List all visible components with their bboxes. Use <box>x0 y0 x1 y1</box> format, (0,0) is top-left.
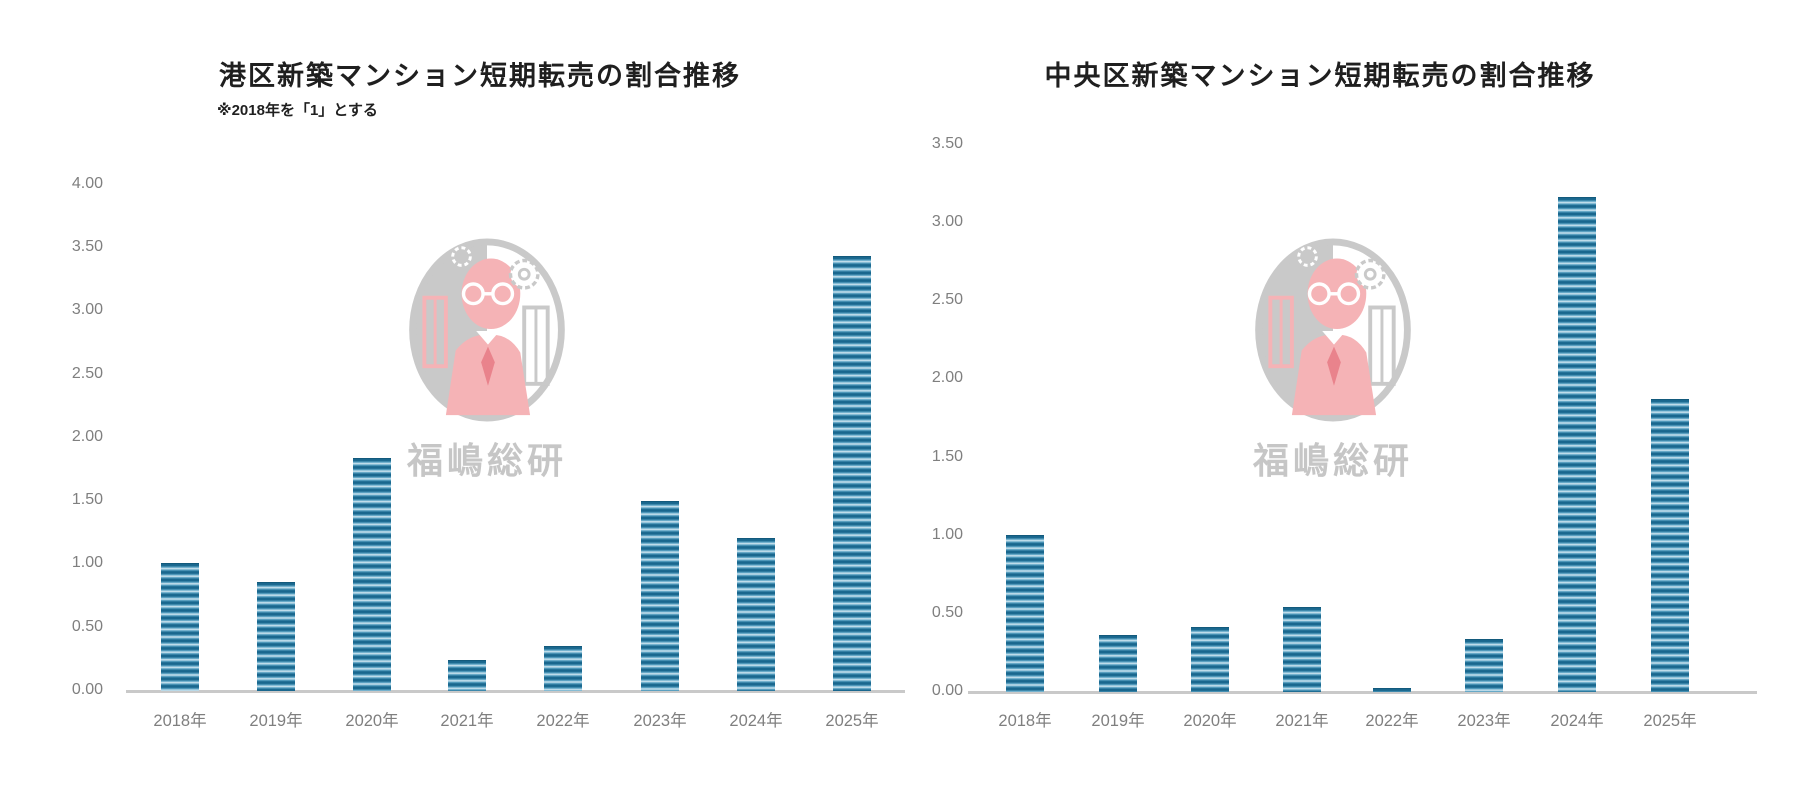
bar-2023年 <box>1465 639 1503 692</box>
chart-title: 中央区新築マンション短期転売の割合推移 <box>1044 61 1596 91</box>
y-axis-tick-label: 2.00 <box>71 427 103 445</box>
bar-2020年 <box>353 458 391 691</box>
x-axis-category-label: 2021年 <box>1275 712 1329 730</box>
bar-2023年 <box>641 501 679 691</box>
watermark-text: 福嶋総研 <box>406 440 567 481</box>
chart-subtitle: ※2018年を「1」とする <box>217 102 378 119</box>
y-axis-tick-label: 2.00 <box>931 369 963 387</box>
x-axis-category-label: 2020年 <box>345 712 399 730</box>
y-axis-tick-label: 3.50 <box>71 237 103 255</box>
x-axis-category-label: 2023年 <box>633 712 687 730</box>
bar-2022年 <box>1373 688 1411 692</box>
y-axis-tick-label: 2.50 <box>931 291 963 309</box>
y-axis-tick-label: 0.00 <box>71 681 103 698</box>
x-axis-line <box>126 690 905 693</box>
x-axis-category-label: 2024年 <box>729 712 783 730</box>
x-axis-line <box>968 691 1757 694</box>
y-axis-tick-label: 2.50 <box>71 364 103 382</box>
x-axis-category-label: 2020年 <box>1183 712 1237 730</box>
bar-2019年 <box>1099 635 1137 692</box>
bar-2020年 <box>1191 627 1229 692</box>
y-axis-tick-label: 0.00 <box>931 682 963 699</box>
y-axis-tick-label: 1.50 <box>71 491 103 509</box>
bar-2024年 <box>737 538 775 691</box>
bar-2018年 <box>161 563 199 691</box>
bar-2025年 <box>1651 399 1689 692</box>
x-axis-category-label: 2021年 <box>440 712 494 730</box>
bar-2024年 <box>1558 197 1596 692</box>
y-axis-tick-label: 1.00 <box>71 554 103 572</box>
y-axis-tick-label: 3.50 <box>931 134 963 152</box>
bar-2025年 <box>833 256 871 691</box>
y-axis-tick-label: 3.00 <box>71 301 103 319</box>
x-axis-category-label: 2023年 <box>1457 712 1511 730</box>
fukushima-soken-logo-icon <box>1255 238 1411 422</box>
x-axis-category-label: 2025年 <box>1643 712 1697 730</box>
bar-2021年 <box>1283 607 1321 692</box>
bar-2021年 <box>448 660 486 691</box>
y-axis-tick-label: 1.50 <box>931 447 963 465</box>
y-axis-tick-label: 1.00 <box>931 525 963 543</box>
fukushima-soken-logo-icon <box>409 238 565 422</box>
x-axis-category-label: 2024年 <box>1550 712 1604 730</box>
x-axis-category-label: 2019年 <box>1091 712 1145 730</box>
x-axis-category-label: 2025年 <box>825 712 879 730</box>
watermark: 福嶋総研 <box>1243 237 1423 484</box>
bar-2022年 <box>544 646 582 691</box>
x-axis-category-label: 2019年 <box>249 712 303 730</box>
bar-2019年 <box>257 582 295 691</box>
bar-2018年 <box>1006 535 1044 692</box>
y-axis-tick-label: 0.50 <box>931 603 963 621</box>
y-axis-tick-label: 4.00 <box>71 174 103 192</box>
x-axis-category-label: 2022年 <box>1365 712 1419 730</box>
watermark: 福嶋総研 <box>397 237 577 484</box>
y-axis-tick-label: 0.50 <box>71 617 103 635</box>
chart-title: 港区新築マンション短期転売の割合推移 <box>219 61 741 91</box>
y-axis-tick-label: 3.00 <box>931 213 963 231</box>
watermark-text: 福嶋総研 <box>1252 440 1413 481</box>
x-axis-category-label: 2022年 <box>536 712 590 730</box>
x-axis-category-label: 2018年 <box>153 712 207 730</box>
x-axis-category-label: 2018年 <box>998 712 1052 730</box>
